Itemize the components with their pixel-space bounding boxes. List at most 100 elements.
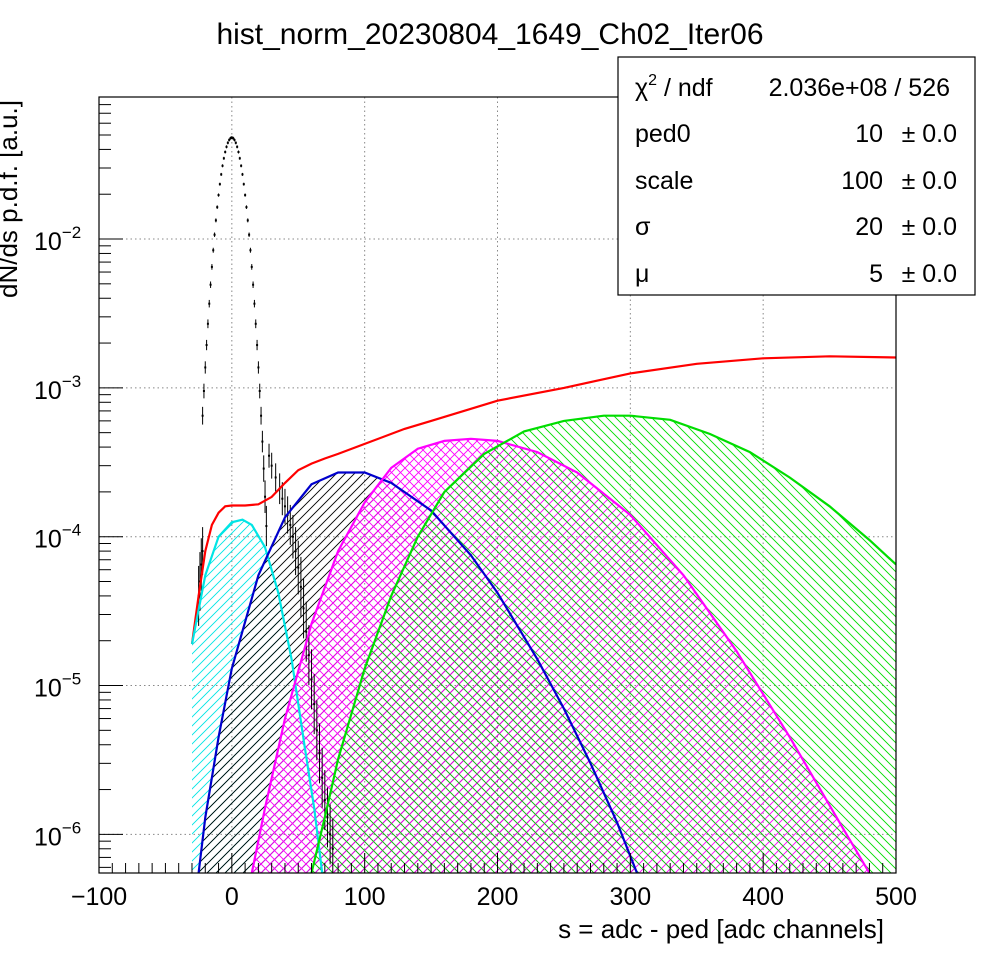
stats-param-value: 5 <box>869 260 883 288</box>
data-point <box>236 145 239 148</box>
data-point <box>258 390 261 393</box>
x-tick-label: 0 <box>225 883 239 911</box>
data-point <box>210 265 213 268</box>
data-point <box>265 525 268 528</box>
data-point <box>232 137 235 140</box>
data-point <box>213 233 216 236</box>
stats-param-error: ± 0.0 <box>902 213 957 241</box>
stats-param-value: 10 <box>855 120 883 148</box>
data-point <box>202 390 205 393</box>
data-point <box>318 752 321 755</box>
data-point <box>217 194 220 197</box>
x-tick-label: 200 <box>477 883 519 911</box>
data-point <box>253 302 256 305</box>
data-point <box>245 206 248 209</box>
data-point <box>270 464 273 467</box>
data-point <box>261 440 264 443</box>
data-point <box>218 183 221 186</box>
data-point <box>256 344 259 347</box>
x-tick-label: 400 <box>742 883 784 911</box>
data-point <box>264 495 267 498</box>
fit-stats-box: χ2 / ndf 2.036e+08 / 526 ped0 10 ± 0.0 s… <box>617 56 976 296</box>
data-point <box>241 173 244 176</box>
data-point <box>216 206 219 209</box>
stats-param-name: μ <box>635 260 649 288</box>
data-point <box>229 137 232 140</box>
data-point <box>221 164 224 167</box>
data-point <box>208 302 211 305</box>
data-point <box>305 630 308 633</box>
data-point <box>299 585 302 588</box>
data-point <box>310 678 313 681</box>
data-point <box>262 467 265 470</box>
fit-curve <box>197 471 639 873</box>
data-point <box>249 249 252 252</box>
data-point <box>233 138 236 141</box>
data-point <box>302 607 305 610</box>
y-axis-title: dN/ds p.d.f. [a.u.] <box>0 100 23 298</box>
data-point <box>254 322 257 325</box>
data-point <box>238 157 241 160</box>
data-point <box>224 150 227 153</box>
x-tick-labels: −100 0 100 200 300 400 500 <box>71 883 917 911</box>
data-point <box>201 414 204 417</box>
data-point <box>294 550 297 553</box>
data-point <box>283 505 286 508</box>
stats-param-name: σ <box>635 213 651 241</box>
data-point <box>315 729 318 732</box>
data-point <box>212 249 215 252</box>
y-tick-labels: 10−6 10−5 10−4 10−3 10−2 <box>34 223 81 851</box>
y-tick-label: 10−5 <box>34 670 81 703</box>
data-point <box>220 173 223 176</box>
data-point <box>214 219 217 222</box>
data-point <box>313 703 316 706</box>
x-tick-label: 500 <box>875 883 917 911</box>
fit-curve <box>190 355 896 645</box>
data-point <box>237 150 240 153</box>
stats-param-name: ped0 <box>635 120 691 148</box>
data-point <box>329 833 332 836</box>
data-point <box>234 141 237 144</box>
data-point <box>244 194 247 197</box>
data-point <box>297 566 300 569</box>
data-point <box>248 233 251 236</box>
data-point <box>222 157 225 160</box>
fit-curve <box>310 414 896 873</box>
data-point <box>321 776 324 779</box>
data-point <box>228 138 231 141</box>
data-point <box>246 219 249 222</box>
stats-param-error: ± 0.0 <box>902 120 957 148</box>
stats-chi2-label: χ2 / ndf <box>635 72 713 102</box>
x-axis-title: s = adc - ped [adc channels] <box>558 914 884 944</box>
data-point <box>291 535 294 538</box>
data-point <box>230 136 233 139</box>
data-point <box>240 164 243 167</box>
fit-curve <box>250 437 871 873</box>
axis-ticks <box>98 96 897 873</box>
y-tick-label: 10−2 <box>34 223 81 256</box>
y-tick-label: 10−6 <box>34 818 81 851</box>
data-point <box>250 265 253 268</box>
chart-title: hist_norm_20230804_1649_Ch02_Iter06 <box>216 18 763 51</box>
data-point <box>200 563 203 566</box>
data-point <box>257 366 260 369</box>
y-tick-label: 10−3 <box>34 372 81 405</box>
component-fill <box>311 415 896 873</box>
data-point <box>323 799 326 802</box>
stats-param-value: 100 <box>841 167 883 195</box>
stats-param-error: ± 0.0 <box>902 167 957 195</box>
x-tick-label: −100 <box>71 883 127 911</box>
x-tick-label: 300 <box>609 883 651 911</box>
data-point <box>226 141 229 144</box>
data-point <box>289 523 292 526</box>
component-fills <box>192 415 896 873</box>
data-point <box>242 183 245 186</box>
stats-box-frame <box>617 56 976 296</box>
data-point <box>204 366 207 369</box>
data-point <box>201 550 204 553</box>
data-point <box>225 145 228 148</box>
x-tick-label: 100 <box>344 883 386 911</box>
data-point <box>274 476 277 479</box>
fit-curves <box>190 355 896 873</box>
